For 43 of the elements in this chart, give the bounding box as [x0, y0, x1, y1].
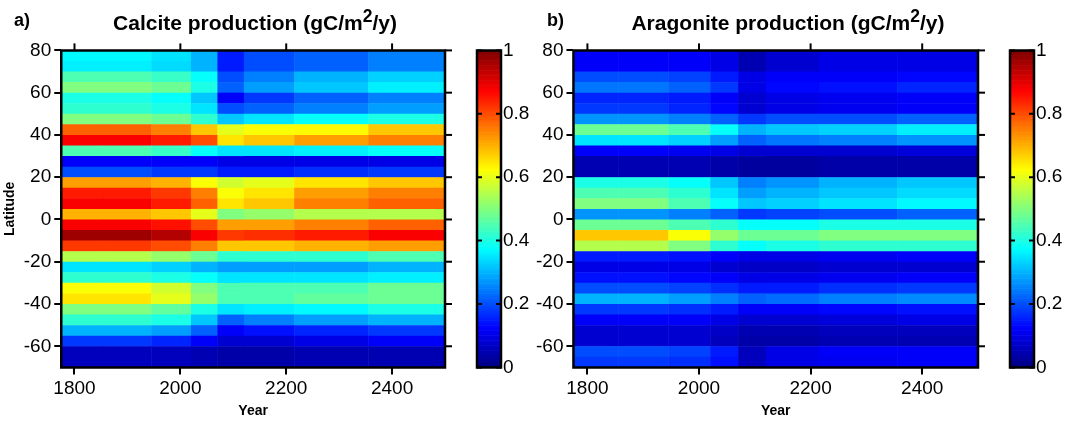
color-bar-label: 0.6: [1036, 165, 1063, 187]
y-tick-label: 20: [542, 165, 564, 187]
y-tick-label: -60: [535, 334, 564, 356]
x-tick-label: 2400: [901, 377, 944, 399]
color-bar-label: 0.2: [503, 292, 530, 314]
x-axis-title: Year: [760, 402, 792, 419]
color-bar-label: 0: [1036, 355, 1047, 377]
x-tick-label: 2400: [370, 377, 414, 399]
color-bar-label: 0.8: [503, 102, 530, 124]
y-tick-label: -20: [535, 249, 564, 271]
color-bar-label: 1: [1036, 38, 1047, 60]
x-tick-label: 1800: [53, 377, 96, 399]
y-tick-label: -60: [23, 334, 52, 356]
y-tick-label: -40: [535, 292, 564, 314]
color-bar-label: 0.2: [1036, 292, 1063, 314]
color-bar-label: 0: [503, 355, 514, 377]
x-tick-label: 2000: [159, 377, 202, 399]
y-tick-label: 60: [542, 80, 564, 102]
x-tick-label: 2000: [677, 377, 721, 399]
x-tick-label: 2200: [265, 377, 308, 399]
text: b): [547, 10, 564, 31]
y-axis-title: Latitude: [1, 181, 18, 237]
color-bar-label: 0.6: [503, 165, 530, 187]
x-tick-label: 1800: [566, 377, 609, 399]
text: a): [14, 10, 31, 31]
y-tick-label: -40: [23, 292, 52, 314]
chart-title: Calcite production (gC/m$^{2}$/y): [112, 6, 398, 35]
color-bar-label: 1: [503, 38, 514, 60]
color-bar-label: 0.4: [1036, 228, 1063, 250]
chart-title: Aragonite production (gC/m$^{2}$/y): [630, 6, 946, 35]
x-tick-label: 2200: [789, 377, 832, 399]
color-bar-label: 0.8: [1036, 102, 1063, 124]
y-tick-label: 80: [30, 38, 52, 60]
y-tick-label: 20: [30, 165, 52, 187]
y-tick-label: 80: [542, 38, 564, 60]
y-tick-label: 0: [552, 207, 564, 229]
color-bar-label: 0.4: [503, 228, 530, 250]
y-tick-label: 60: [30, 80, 52, 102]
y-tick-label: -20: [23, 249, 52, 271]
y-tick-label: 40: [542, 123, 564, 145]
y-tick-label: 40: [30, 123, 52, 145]
y-tick-label: 0: [40, 207, 52, 229]
x-axis-title: Year: [238, 402, 269, 419]
